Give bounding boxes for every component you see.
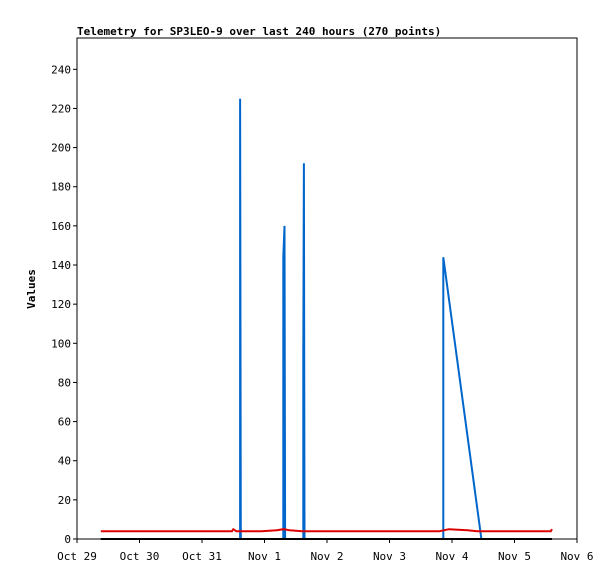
y-tick-label: 180 — [51, 181, 71, 194]
y-tick-label: 120 — [51, 298, 71, 311]
y-tick-label: 20 — [58, 494, 71, 507]
x-tick-label: Nov 1 — [248, 550, 281, 563]
y-axis-label: Values — [25, 269, 38, 309]
y-axis-ticks: 0 20 40 60 80 100 120 140 160 180 200 220 240 — [51, 63, 77, 546]
y-tick-label: 60 — [58, 416, 71, 429]
series-line-1 — [100, 98, 552, 540]
x-axis-ticks: Oct 29 Oct 30 Oct 31 Nov 1 Nov 2 Nov 3 Nov 4 No… — [57, 539, 594, 563]
x-tick-label: Nov 3 — [373, 550, 406, 563]
x-tick-label: Nov 6 — [560, 550, 593, 563]
x-tick-label: Oct 30 — [120, 550, 160, 563]
y-tick-label: 80 — [58, 376, 71, 389]
y-tick-label: 0 — [64, 533, 71, 546]
series-layer — [100, 98, 553, 540]
series-line-2 — [100, 527, 553, 533]
y-tick-label: 160 — [51, 220, 71, 233]
y-tick-label: 100 — [51, 337, 71, 350]
y-tick-label: 200 — [51, 142, 71, 155]
y-tick-label: 220 — [51, 102, 71, 115]
x-tick-label: Nov 5 — [498, 550, 531, 563]
y-tick-label: 40 — [58, 455, 71, 468]
y-tick-label: 140 — [51, 259, 71, 272]
x-tick-label: Oct 29 — [57, 550, 97, 563]
x-tick-label: Nov 4 — [435, 550, 468, 563]
chart-title: Telemetry for SP3LEO-9 over last 240 hou… — [77, 25, 441, 38]
y-tick-label: 240 — [51, 63, 71, 76]
x-tick-label: Nov 2 — [310, 550, 343, 563]
x-tick-label: Oct 31 — [182, 550, 222, 563]
plot-area-frame — [76, 37, 578, 540]
